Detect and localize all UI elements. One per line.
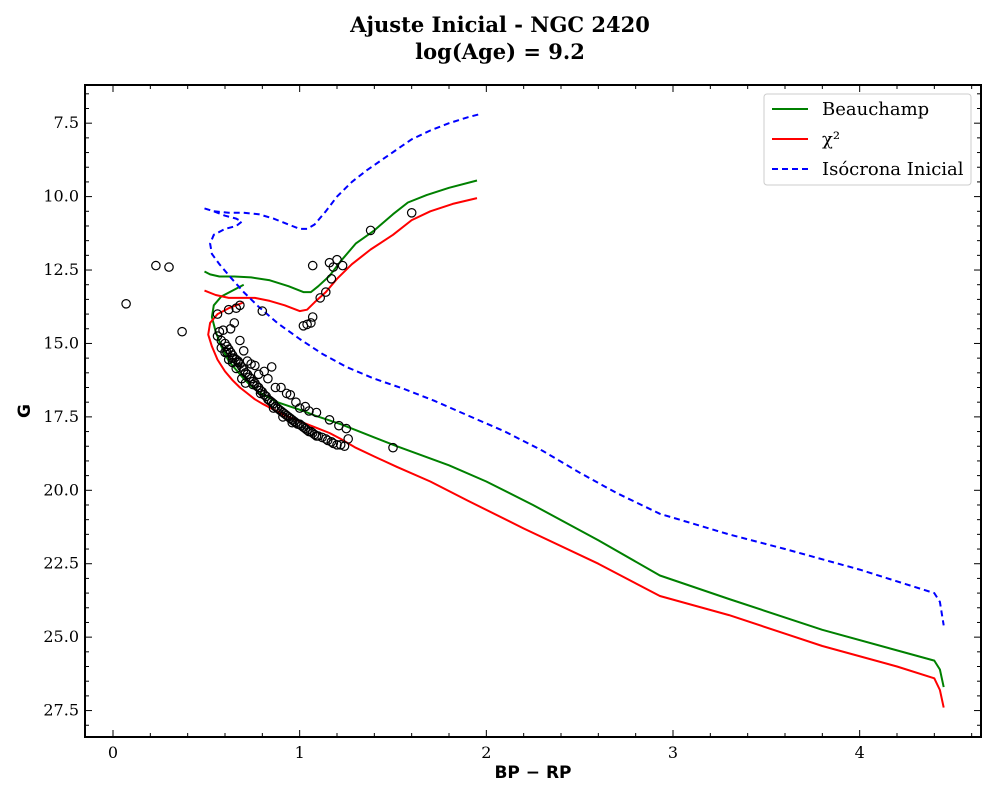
star-point <box>334 420 344 431</box>
star-point <box>320 434 331 444</box>
star-point <box>212 309 223 319</box>
x-axis-label: BP − RP <box>494 763 571 783</box>
star-point <box>324 414 335 425</box>
star-point <box>266 362 277 372</box>
star-point <box>300 401 311 412</box>
y-tick-label: 25.0 <box>43 627 79 646</box>
star-point <box>298 320 309 331</box>
star-point <box>388 442 398 453</box>
x-tick-label: 0 <box>108 743 118 762</box>
chart-title: Ajuste Inicial - NGC 2420 <box>350 12 650 37</box>
star-point <box>233 356 243 366</box>
star-point <box>164 262 174 272</box>
star-point <box>365 225 376 236</box>
star-point <box>231 363 241 374</box>
star-point <box>326 273 337 284</box>
star-point <box>268 403 279 413</box>
star-point <box>337 260 348 271</box>
y-tick-label: 7.5 <box>54 113 79 132</box>
star-point <box>253 369 264 380</box>
star-point <box>270 382 281 393</box>
star-point <box>151 260 161 271</box>
x-tick-label: 1 <box>295 743 305 762</box>
star-point <box>281 388 292 399</box>
star-point <box>240 378 251 388</box>
x-tick-label: 4 <box>855 743 865 762</box>
star-point <box>278 412 288 422</box>
star-point <box>339 441 350 451</box>
y-tick-label: 20.0 <box>43 480 79 499</box>
star-point <box>328 262 339 272</box>
star-point <box>406 208 417 218</box>
star-point <box>315 293 325 303</box>
series-line <box>204 207 945 626</box>
x-tick-label: 3 <box>668 743 678 762</box>
star-point <box>263 373 273 384</box>
y-tick-label: 27.5 <box>43 701 79 720</box>
y-tick-label: 15.0 <box>43 333 79 352</box>
chart-subtitle: log(Age) = 9.2 <box>415 39 585 64</box>
star-points <box>121 208 417 453</box>
legend-box <box>763 93 972 186</box>
star-point <box>291 397 301 407</box>
star-point <box>307 260 318 271</box>
star-point <box>326 436 337 447</box>
series-line <box>207 301 945 708</box>
plot-frame <box>84 84 982 738</box>
star-point <box>220 347 230 358</box>
star-point <box>121 298 131 309</box>
x-tick-label: 2 <box>481 743 491 762</box>
star-point <box>223 304 234 315</box>
star-point <box>255 388 266 399</box>
y-tick-label: 10.0 <box>43 187 79 206</box>
star-point <box>248 379 258 390</box>
star-point <box>235 300 245 311</box>
isochrone-lines <box>204 113 945 708</box>
y-axis-label: G <box>15 404 35 418</box>
star-point <box>257 306 268 316</box>
star-point <box>332 439 342 450</box>
axis-ticks: 0 1 2 3 4 7.5 10.0 12.5 15.0 17.5 20.0 22.5 25.0 27.5 <box>43 85 981 762</box>
star-point <box>343 434 353 444</box>
series-line <box>210 283 945 688</box>
y-tick-label: 12.5 <box>43 260 79 279</box>
star-point <box>238 345 249 356</box>
legend: Beauchamp χ² Isócrona Inicial <box>763 93 972 186</box>
star-point <box>276 382 286 393</box>
legend-label-isocrona-inicial: Isócrona Inicial <box>822 159 964 180</box>
y-tick-label: 22.5 <box>43 554 79 573</box>
star-point <box>235 335 245 346</box>
star-point <box>311 407 322 418</box>
star-point <box>218 325 228 335</box>
y-tick-label: 17.5 <box>43 407 79 426</box>
series-line <box>204 197 478 313</box>
star-point <box>246 359 256 369</box>
legend-label-beauchamp: Beauchamp <box>822 99 929 120</box>
star-point <box>259 366 269 377</box>
star-point <box>307 312 318 322</box>
star-point <box>177 326 187 337</box>
star-point <box>332 254 342 265</box>
star-point <box>229 318 240 328</box>
star-point <box>287 417 297 428</box>
series-line <box>204 179 478 294</box>
series-line <box>213 113 480 230</box>
legend-label-chi2: χ² <box>822 129 840 150</box>
star-point <box>320 287 331 297</box>
